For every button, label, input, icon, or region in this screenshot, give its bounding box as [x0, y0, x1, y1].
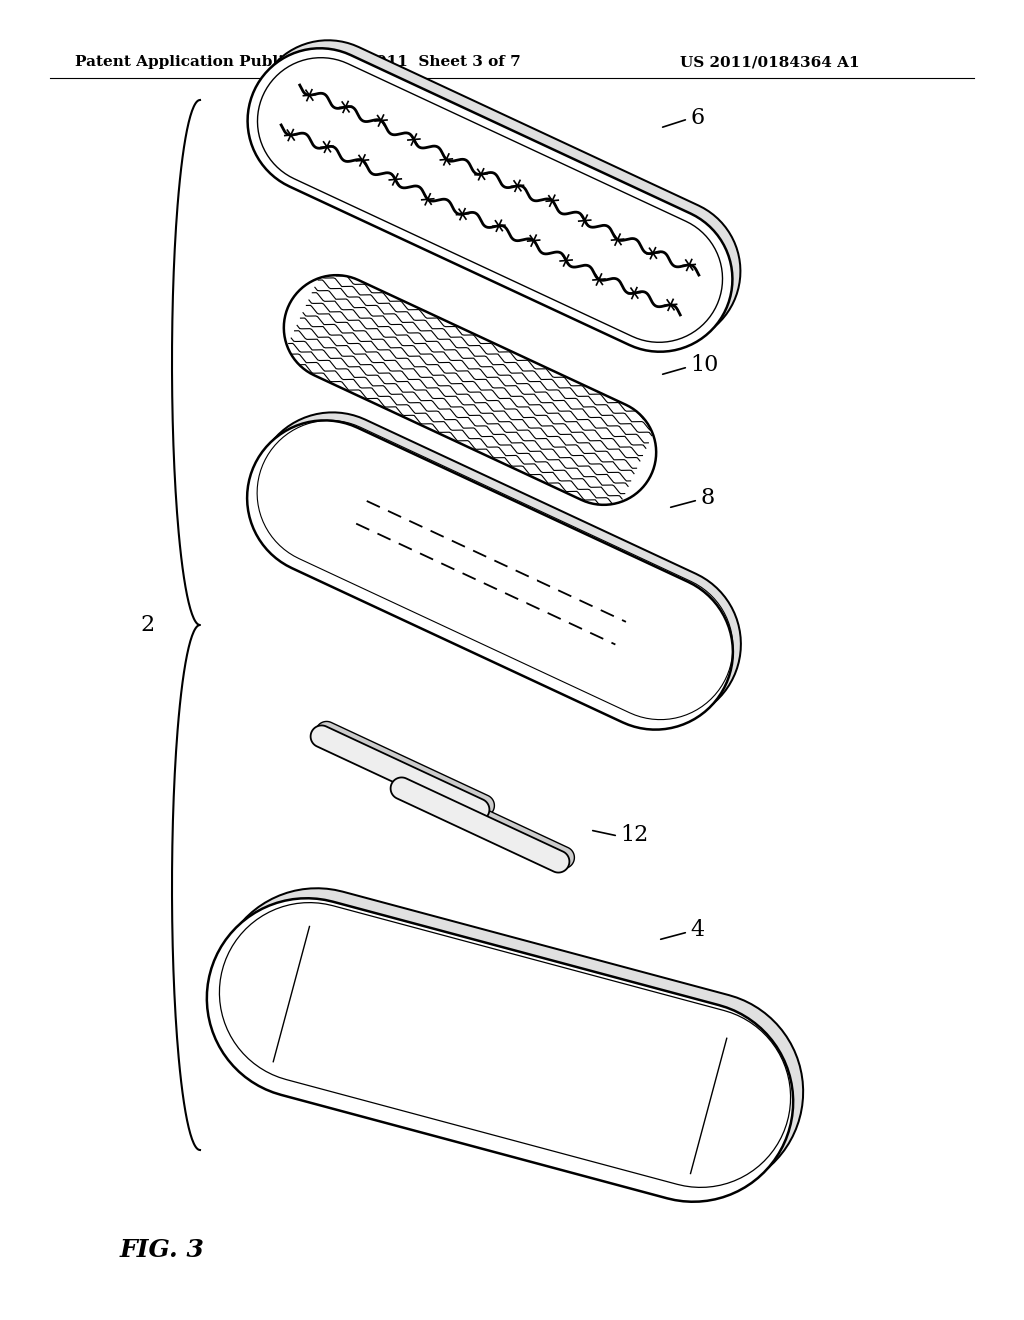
- Polygon shape: [248, 49, 732, 351]
- Polygon shape: [284, 275, 656, 504]
- Text: Patent Application Publication: Patent Application Publication: [75, 55, 337, 69]
- Polygon shape: [207, 898, 794, 1201]
- Text: 2: 2: [141, 614, 155, 636]
- Polygon shape: [255, 412, 741, 722]
- Text: 8: 8: [700, 487, 715, 510]
- Text: Jul. 28, 2011  Sheet 3 of 7: Jul. 28, 2011 Sheet 3 of 7: [299, 55, 521, 69]
- Polygon shape: [256, 41, 740, 343]
- Polygon shape: [310, 726, 489, 821]
- Text: FIG. 3: FIG. 3: [120, 1238, 205, 1262]
- Polygon shape: [390, 777, 569, 873]
- Text: 10: 10: [690, 354, 719, 376]
- Text: 4: 4: [690, 919, 705, 941]
- Polygon shape: [315, 722, 495, 817]
- Polygon shape: [395, 774, 574, 869]
- Polygon shape: [217, 888, 803, 1192]
- Text: 6: 6: [690, 107, 705, 129]
- Text: 12: 12: [620, 824, 648, 846]
- Text: US 2011/0184364 A1: US 2011/0184364 A1: [680, 55, 859, 69]
- Polygon shape: [247, 420, 733, 730]
